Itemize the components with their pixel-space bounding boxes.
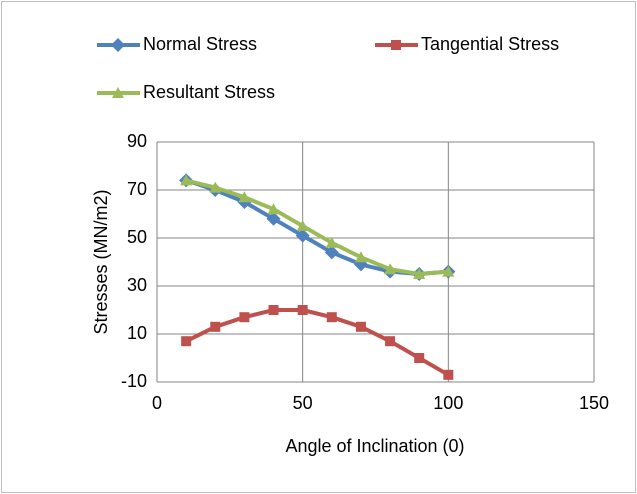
data-point [295,228,310,243]
y-tick-label: 50 [127,227,147,247]
data-point [210,321,221,332]
y-tick-label: 30 [127,275,147,295]
y-tick-label: 10 [127,323,147,343]
legend-marker [112,87,124,98]
x-tick-label: 50 [293,393,313,413]
y-axis-label: Stresses (MN/m2) [91,189,111,334]
y-tick-label: 90 [127,131,147,151]
data-point [268,305,279,315]
data-point [297,305,308,315]
data-point [325,236,338,248]
data-point [354,251,367,263]
data-point [414,353,425,363]
data-point [355,321,366,332]
y-tick-label: 70 [127,179,147,199]
legend-marker [111,38,125,52]
data-point [239,312,250,323]
y-tick-label: -10 [121,371,147,391]
data-point [385,336,396,347]
series-line [185,308,450,377]
data-point [238,191,251,203]
x-tick-label: 150 [579,393,609,413]
data-point [413,268,426,279]
x-tick-label: 100 [433,393,463,413]
data-point [442,265,455,277]
x-tick-label: 0 [152,393,162,413]
series-line [185,178,449,276]
data-point [443,369,454,380]
legend-label: Normal Stress [143,34,257,54]
data-point [326,312,337,323]
data-point [180,174,193,186]
data-point [324,245,339,260]
legend-marker [391,40,401,50]
data-point [266,211,281,226]
data-point [267,203,280,215]
data-point [384,263,397,275]
x-axis-label: Angle of Inclination (0) [285,436,464,456]
data-point [209,181,222,193]
data-point [181,336,192,347]
legend-label: Tangential Stress [421,34,559,54]
data-point [296,220,309,231]
legend-label: Resultant Stress [143,82,275,102]
